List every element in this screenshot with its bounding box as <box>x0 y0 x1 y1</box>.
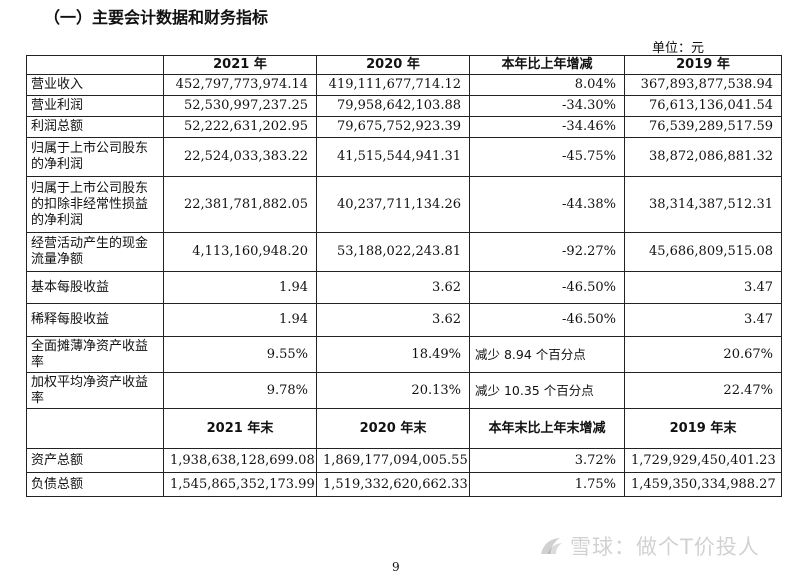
table-row: 稀释每股收益 1.94 3.62 -46.50% 3.47 <box>26 303 782 337</box>
snowball-logo-icon <box>541 538 562 554</box>
row-label: 归属于上市公司股东的扣除非经常性损益的净利润 <box>26 176 164 233</box>
value-2020: 20.13% <box>316 372 470 409</box>
value-2021: 22,524,033,383.22 <box>163 137 317 177</box>
change-value: 8.04% <box>469 74 625 96</box>
value-2021: 1.94 <box>163 271 317 304</box>
table-row: 归属于上市公司股东的扣除非经常性损益的净利润 22,381,781,882.05 4… <box>26 176 782 233</box>
column-header <box>26 408 164 449</box>
watermark: 雪球：做个T价投人 <box>538 531 760 561</box>
value-2019: 3.47 <box>624 271 782 304</box>
value-2020: 79,675,752,923.39 <box>316 116 470 138</box>
change-value: -44.38% <box>469 176 625 233</box>
value-2021: 1.94 <box>163 303 317 337</box>
change-value: 减少 8.94 个百分点 <box>469 336 625 373</box>
table-row: 负债总额 1,545,865,352,173.99 1,519,332,620,66… <box>26 472 782 497</box>
column-header: 2021 年末 <box>163 408 317 449</box>
value-2020: 1,869,177,094,005.55 <box>316 448 470 473</box>
financial-data-table: 2021 年 2020 年本年比上年增减 2019 年营业收入 452,797,773… <box>26 55 782 497</box>
page-number: 9 <box>392 560 400 574</box>
value-2020: 41,515,544,941.31 <box>316 137 470 177</box>
change-value: 减少 10.35 个百分点 <box>469 372 625 409</box>
table-row: 基本每股收益 1.94 3.62 -46.50% 3.47 <box>26 271 782 304</box>
value-2020: 79,958,642,103.88 <box>316 95 470 117</box>
change-value: 1.75% <box>469 472 625 497</box>
row-label: 利润总额 <box>26 116 164 138</box>
value-2019: 367,893,877,538.94 <box>624 74 782 96</box>
value-2019: 76,613,136,041.54 <box>624 95 782 117</box>
change-value: -92.27% <box>469 232 625 272</box>
value-2021: 22,381,781,882.05 <box>163 176 317 233</box>
change-value: -46.50% <box>469 303 625 337</box>
row-label: 基本每股收益 <box>26 271 164 304</box>
row-label: 经营活动产生的现金流量净额 <box>26 232 164 272</box>
column-header: 本年比上年增减 <box>469 55 625 75</box>
value-2021: 1,545,865,352,173.99 <box>163 472 317 497</box>
table-row: 利润总额 52,222,631,202.95 79,675,752,923.39 -3… <box>26 116 782 138</box>
row-label: 资产总额 <box>26 448 164 473</box>
row-label: 全面摊薄净资产收益率 <box>26 336 164 373</box>
value-2021: 9.55% <box>163 336 317 373</box>
value-2020: 1,519,332,620,662.33 <box>316 472 470 497</box>
column-header: 2020 年 <box>316 55 470 75</box>
change-value: -45.75% <box>469 137 625 177</box>
value-2019: 3.47 <box>624 303 782 337</box>
value-2021: 52,530,997,237.25 <box>163 95 317 117</box>
row-label: 营业利润 <box>26 95 164 117</box>
value-2019: 20.67% <box>624 336 782 373</box>
value-2021: 52,222,631,202.95 <box>163 116 317 138</box>
value-2019: 45,686,809,515.08 <box>624 232 782 272</box>
change-value: -34.30% <box>469 95 625 117</box>
value-2020: 18.49% <box>316 336 470 373</box>
row-label: 营业收入 <box>26 74 164 96</box>
row-label: 负债总额 <box>26 472 164 497</box>
table-row: 营业利润 52,530,997,237.25 79,958,642,103.88 -3… <box>26 95 782 117</box>
table-row: 经营活动产生的现金流量净额 4,113,160,948.20 53,188,022,… <box>26 232 782 272</box>
value-2021: 4,113,160,948.20 <box>163 232 317 272</box>
table-row: 全面摊薄净资产收益率 9.55% 18.49% 减少 8.94 个百分点 20.67% <box>26 336 782 373</box>
value-2019: 22.47% <box>624 372 782 409</box>
table-header-row: 2021 年末 2020 年末 本年末比上年末增减 2019 年末 <box>26 408 782 449</box>
column-header: 2019 年 <box>624 55 782 75</box>
unit-label: 单位：元 <box>652 41 705 56</box>
column-header: 2019 年末 <box>624 408 782 449</box>
value-2020: 40,237,711,134.26 <box>316 176 470 233</box>
value-2021: 9.78% <box>163 372 317 409</box>
change-value: -34.46% <box>469 116 625 138</box>
table-row: 资产总额 1,938,638,128,699.08 1,869,177,094,00… <box>26 448 782 473</box>
table-row: 归属于上市公司股东的净利润 22,524,033,383.22 41,515,544… <box>26 137 782 177</box>
row-label: 归属于上市公司股东的净利润 <box>26 137 164 177</box>
table-row: 营业收入 452,797,773,974.14 419,111,677,714.12… <box>26 74 782 96</box>
table-row: 加权平均净资产收益率 9.78% 20.13% 减少 10.35 个百分点 22.47% <box>26 372 782 409</box>
section-title: （一）主要会计数据和财务指标 <box>44 8 269 27</box>
value-2020: 53,188,022,243.81 <box>316 232 470 272</box>
value-2020: 3.62 <box>316 271 470 304</box>
table-header-row: 2021 年 2020 年本年比上年增减 2019 年 <box>26 55 782 75</box>
column-header: 2020 年末 <box>316 408 470 449</box>
row-label: 加权平均净资产收益率 <box>26 372 164 409</box>
value-2020: 419,111,677,714.12 <box>316 74 470 96</box>
watermark-text: 雪球：做个T价投人 <box>570 535 760 559</box>
row-label: 稀释每股收益 <box>26 303 164 337</box>
value-2019: 38,314,387,512.31 <box>624 176 782 233</box>
change-value: 3.72% <box>469 448 625 473</box>
value-2019: 76,539,289,517.59 <box>624 116 782 138</box>
column-header: 2021 年 <box>163 55 317 75</box>
column-header: 本年末比上年末增减 <box>469 408 625 449</box>
value-2020: 3.62 <box>316 303 470 337</box>
value-2019: 1,729,929,450,401.23 <box>624 448 782 473</box>
column-header <box>26 55 164 75</box>
value-2019: 1,459,350,334,988.27 <box>624 472 782 497</box>
change-value: -46.50% <box>469 271 625 304</box>
value-2021: 452,797,773,974.14 <box>163 74 317 96</box>
value-2021: 1,938,638,128,699.08 <box>163 448 317 473</box>
value-2019: 38,872,086,881.32 <box>624 137 782 177</box>
